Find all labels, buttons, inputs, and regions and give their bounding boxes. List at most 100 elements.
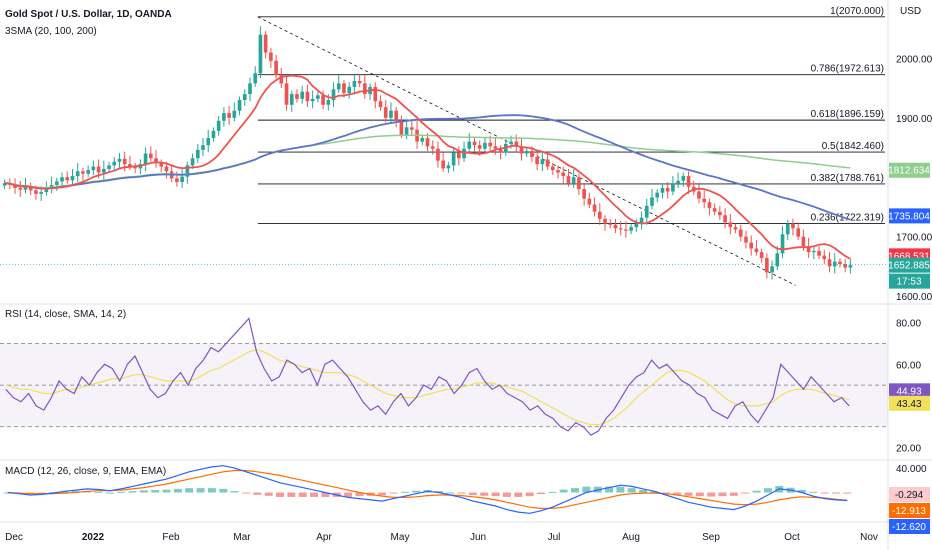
- macd-value-label: -12.913: [892, 506, 926, 517]
- candle-body: [436, 148, 440, 161]
- candle-body: [269, 52, 273, 61]
- macd-histogram-bar: [151, 489, 160, 493]
- macd-axis-tick: 40.000: [896, 464, 927, 475]
- macd-histogram-bar: [707, 492, 716, 497]
- candle-body: [425, 138, 430, 147]
- macd-value-label: -0.294: [895, 490, 924, 501]
- fib-level-label: 0.5(1842.460): [822, 141, 884, 152]
- candle-body: [697, 191, 701, 199]
- rsi-ma-value-label: 43.43: [896, 399, 921, 410]
- candle-body: [430, 146, 435, 149]
- candle-body: [211, 130, 216, 139]
- macd-histogram-bar: [446, 492, 455, 494]
- candle-body: [514, 141, 519, 147]
- candle-body: [785, 223, 790, 235]
- candle-body: [13, 184, 17, 188]
- candle-body: [770, 266, 774, 273]
- candle-body: [806, 246, 811, 253]
- candle-body: [253, 73, 258, 84]
- macd-histogram-bar: [71, 491, 80, 493]
- candle-body: [608, 223, 613, 225]
- candle-body: [765, 258, 769, 273]
- candle-body: [159, 162, 164, 167]
- candle-body: [817, 250, 821, 256]
- time-axis-tick: May: [391, 532, 410, 543]
- candle-body: [796, 228, 801, 237]
- macd-histogram-bar: [832, 492, 840, 494]
- candle-body: [420, 138, 425, 142]
- sma-100-line: [4, 114, 851, 221]
- candle-body: [780, 234, 785, 254]
- candle-body: [258, 34, 263, 74]
- candle-body: [65, 177, 70, 181]
- candle-body: [650, 197, 654, 206]
- price-badge: [889, 208, 930, 224]
- candle-body: [394, 110, 399, 121]
- candle-body: [180, 176, 184, 182]
- candle-body: [410, 127, 414, 130]
- candle-body: [582, 189, 586, 199]
- candle-body: [91, 166, 96, 171]
- candle-body: [550, 166, 555, 171]
- candle-body: [639, 217, 644, 224]
- candle-body: [117, 158, 122, 162]
- candle-body: [759, 252, 764, 259]
- macd-histogram-bar: [173, 488, 182, 493]
- candle-body: [331, 89, 336, 101]
- candle-body: [509, 141, 513, 144]
- time-axis-tick: Oct: [784, 532, 800, 543]
- candle-body: [321, 95, 325, 105]
- candle-body: [316, 95, 320, 99]
- macd-histogram-bar: [673, 492, 682, 495]
- countdown-label: 17:53: [896, 277, 921, 288]
- time-axis-tick: Aug: [622, 532, 640, 543]
- macd-histogram-bar: [219, 488, 228, 493]
- candle-body: [624, 229, 628, 231]
- candle-body: [498, 148, 503, 153]
- time-axis-tick: Sep: [702, 532, 720, 543]
- macd-histogram-bar: [695, 492, 704, 497]
- candle-body: [660, 187, 665, 193]
- candle-body: [838, 261, 842, 264]
- candle-body: [101, 168, 106, 173]
- candle-body: [827, 259, 832, 267]
- candle-body: [754, 248, 759, 253]
- candle-body: [44, 188, 49, 193]
- time-axis-tick: Jun: [470, 532, 486, 543]
- macd-histogram-bar: [559, 489, 568, 493]
- candle-body: [279, 75, 284, 84]
- candle-body: [342, 83, 346, 93]
- candle-body: [237, 100, 242, 111]
- candle-body: [832, 261, 837, 267]
- macd-histogram-bar: [310, 492, 319, 497]
- macd-histogram-bar: [287, 492, 296, 497]
- candle-body: [336, 83, 341, 90]
- candle-body: [143, 153, 148, 165]
- candle-body: [467, 141, 472, 149]
- macd-histogram-bar: [809, 491, 818, 493]
- currency-label: USD: [900, 6, 922, 17]
- price-badge-label: 1812.634: [888, 166, 930, 177]
- candle-body: [216, 120, 221, 131]
- macd-histogram-bar: [117, 491, 126, 493]
- candle-body: [451, 152, 456, 166]
- candle-body: [493, 146, 498, 149]
- candle-body: [848, 265, 853, 268]
- macd-histogram-bar: [128, 491, 137, 493]
- candle-body: [310, 98, 315, 102]
- candle-body: [357, 81, 362, 84]
- candle-body: [154, 158, 158, 163]
- candle-body: [738, 229, 743, 237]
- candle-body: [81, 171, 85, 174]
- price-badge: [889, 162, 930, 178]
- candle-body: [305, 91, 310, 102]
- rsi-axis-tick: 80.00: [896, 319, 921, 330]
- macd-histogram-bar: [650, 491, 659, 493]
- candle-body: [530, 151, 534, 158]
- macd-histogram-bar: [230, 491, 239, 493]
- candle-body: [295, 94, 299, 99]
- macd-value-badge: [889, 519, 930, 534]
- candle-body: [456, 152, 461, 159]
- candle-body: [718, 211, 722, 216]
